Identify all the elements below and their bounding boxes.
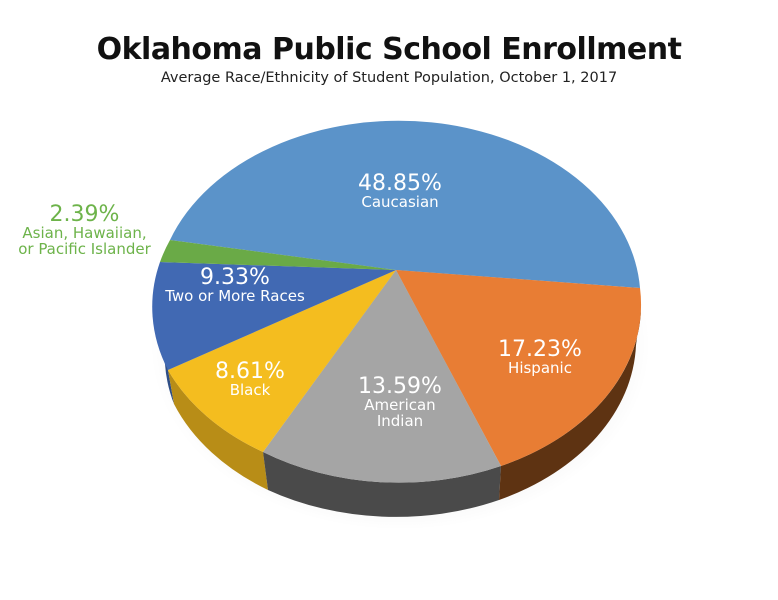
label-american-indian: 13.59% American Indian (330, 375, 470, 430)
label-pct: 2.39% (49, 202, 120, 227)
pie-top (152, 120, 642, 483)
label-name: Hispanic (508, 359, 572, 378)
label-name: Black (229, 381, 271, 400)
label-pct: 9.33% (200, 265, 270, 290)
label-pct: 13.59% (358, 374, 442, 399)
slice-american-indian[interactable] (263, 270, 501, 483)
slice-two-or-more[interactable] (152, 262, 396, 370)
slice-hispanic[interactable] (396, 270, 642, 466)
label-name: Asian, Hawaiian, (22, 224, 147, 243)
label-hispanic: 17.23% Hispanic (470, 338, 610, 377)
label-pct: 17.23% (498, 337, 582, 362)
label-pct: 8.61% (215, 359, 285, 384)
slice-asian-pacific[interactable] (160, 240, 396, 270)
label-name: or Pacific Islander (18, 239, 151, 258)
chart-title: Oklahoma Public School Enrollment (96, 32, 682, 67)
label-name: American (364, 396, 436, 415)
slice-caucasian[interactable] (170, 120, 640, 288)
label-name: Indian (376, 411, 424, 430)
label-name: Caucasian (361, 193, 439, 212)
label-name: Two or More Races (165, 287, 305, 306)
chart-subtitle: Average Race/Ethnicity of Student Popula… (160, 70, 618, 86)
pie-sides (160, 310, 641, 517)
label-two-or-more: 9.33% Two or More Races (150, 266, 320, 305)
label-pct: 48.85% (358, 171, 442, 196)
label-asian-pacific: 2.39% Asian, Hawaiian, or Pacific Island… (2, 203, 167, 258)
label-black: 8.61% Black (190, 360, 310, 399)
slice-black[interactable] (168, 270, 396, 452)
label-caucasian: 48.85% Caucasian (330, 172, 470, 211)
